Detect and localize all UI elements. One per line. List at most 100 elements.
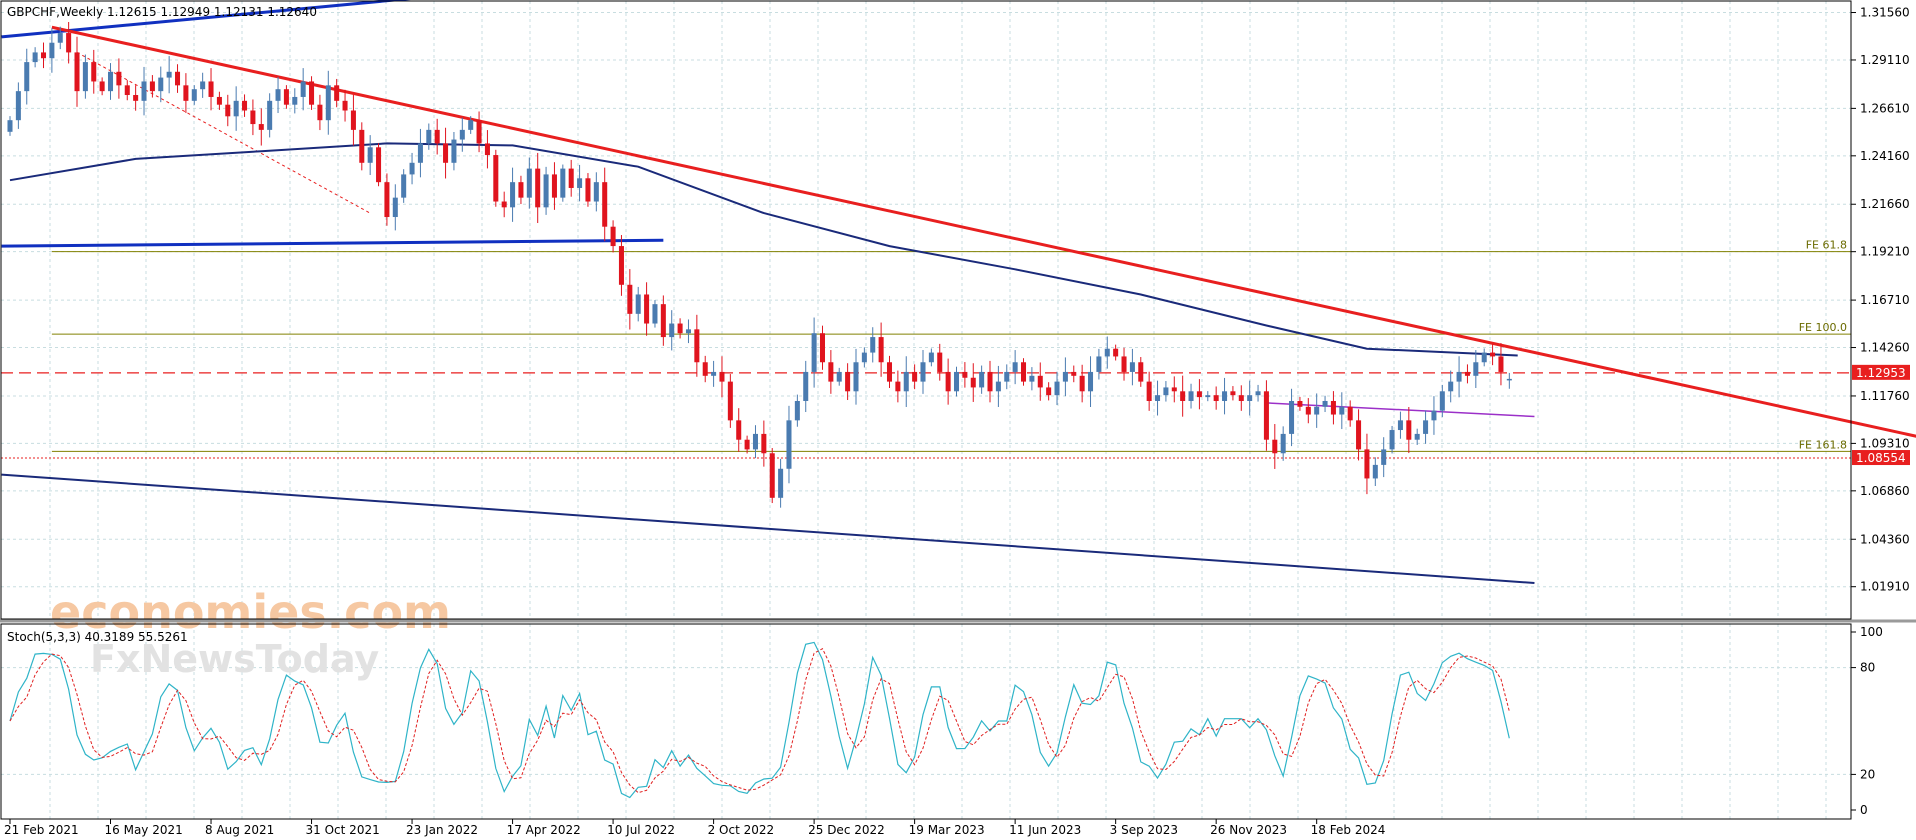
candle-bear [1297,400,1303,407]
candle-bear [334,85,340,101]
candle-bull [953,371,960,392]
candle-bear [1196,391,1202,398]
candle-bull [1280,433,1286,454]
candle-bull [267,100,273,130]
candle-bear [1071,371,1077,376]
candle-bear [1406,420,1412,440]
candle-bull [275,89,281,101]
candle-bull [158,77,164,92]
candle-bull [166,71,172,78]
date-tick-label: 11 Jun 2023 [1009,823,1081,837]
candle-bull [82,62,88,92]
candle-bear [819,333,825,363]
candle-bear [518,182,524,198]
candle-bear [987,371,993,392]
candle-bear [133,95,139,101]
panel-frames [0,0,1916,820]
candle-bull [1431,410,1437,421]
candle-bull [1104,348,1110,357]
candle-bull [752,433,758,450]
candle-bull [577,178,583,188]
candle-bull [1397,420,1403,431]
candle-bear [761,433,767,454]
candle-bull [1473,362,1479,376]
candle-bear [74,52,80,92]
candle-bull [1155,395,1161,401]
candle-bull [1456,371,1462,382]
line-lower-support [1,473,1535,585]
symbol-header: GBPCHF,Weekly 1.12615 1.12949 1.12131 1.… [7,5,317,19]
candle-bear [350,110,356,130]
candle-bull [1389,430,1395,450]
candle-bear [610,226,616,247]
candle-bull [409,162,415,175]
candle-bear [912,371,918,382]
candle-bear [493,155,499,202]
candle-bear [845,371,851,392]
candle-bear [242,100,248,111]
candle-bull [191,89,197,101]
candle-bear [1347,406,1353,421]
candle-bull [49,42,55,59]
candle-bear [535,168,541,208]
stoch-tick-label: 80 [1860,661,1875,675]
candle-bull [233,100,239,117]
stoch-panel-frame [0,623,1852,820]
date-tick-label: 26 Nov 2023 [1210,823,1287,837]
candle-bear [1305,406,1311,415]
stoch-main-line [9,641,1510,799]
stoch-tick-label: 0 [1860,803,1868,817]
candle-bull [786,420,792,469]
candle-bull [526,168,532,198]
candle-bull [560,168,566,198]
candle-bull [794,400,800,421]
candle-bull [593,182,599,202]
candle-bull [426,129,432,144]
candle-bear [1180,391,1186,401]
candle-bull [300,81,306,97]
price-axis: 1.31560 1.29110 1.26610 1.24160 1.21660 1.192… [1851,6,1910,594]
candle-bear [719,371,725,382]
candle-bull [451,139,457,163]
candle-bear [627,284,633,314]
price-tick-label: 1.24160 [1860,149,1910,163]
candle-bear [769,453,775,498]
fe-level-label: FE 161.8 [1799,438,1847,451]
date-tick-label: 17 Apr 2022 [507,823,581,837]
candle-bear [359,129,365,163]
candle-bear [1213,395,1219,401]
candle-bear [585,178,591,202]
date-tick-label: 21 Feb 2021 [4,823,79,837]
candle-bull [1339,406,1345,415]
price-tag-label: 1.08554 [1856,451,1906,465]
candle-bull [1205,395,1211,398]
candle-bull [7,120,13,132]
candle-bear [878,337,884,363]
candle-bull [1372,464,1378,479]
candle-bear [945,371,951,392]
candle-bear [828,362,834,382]
candle-bull [1054,381,1060,396]
candle-bull [401,174,407,198]
candle-bull [392,197,398,218]
candle-bull [24,62,30,92]
candle-bull [1381,449,1387,465]
date-tick-label: 2 Oct 2022 [708,823,775,837]
candle-bull [1062,371,1068,382]
candle-bear [618,246,624,285]
price-tick-label: 1.16710 [1860,293,1910,307]
candle-bear [309,81,315,105]
fibonacci-levels: FE 61.8 FE 100.0 FE 161.8 [1,239,1851,459]
candle-bear [886,362,893,382]
candle-bull [979,371,985,388]
candle-bear [694,329,700,363]
candle-bull [803,371,809,401]
candle-bear [116,71,122,86]
candle-bull [853,362,859,392]
candle-bull [1423,420,1429,434]
candle-bear [376,147,382,183]
candle-bear [342,100,348,111]
candle-bull [1188,391,1194,401]
date-tick-label: 3 Sep 2023 [1110,823,1178,837]
